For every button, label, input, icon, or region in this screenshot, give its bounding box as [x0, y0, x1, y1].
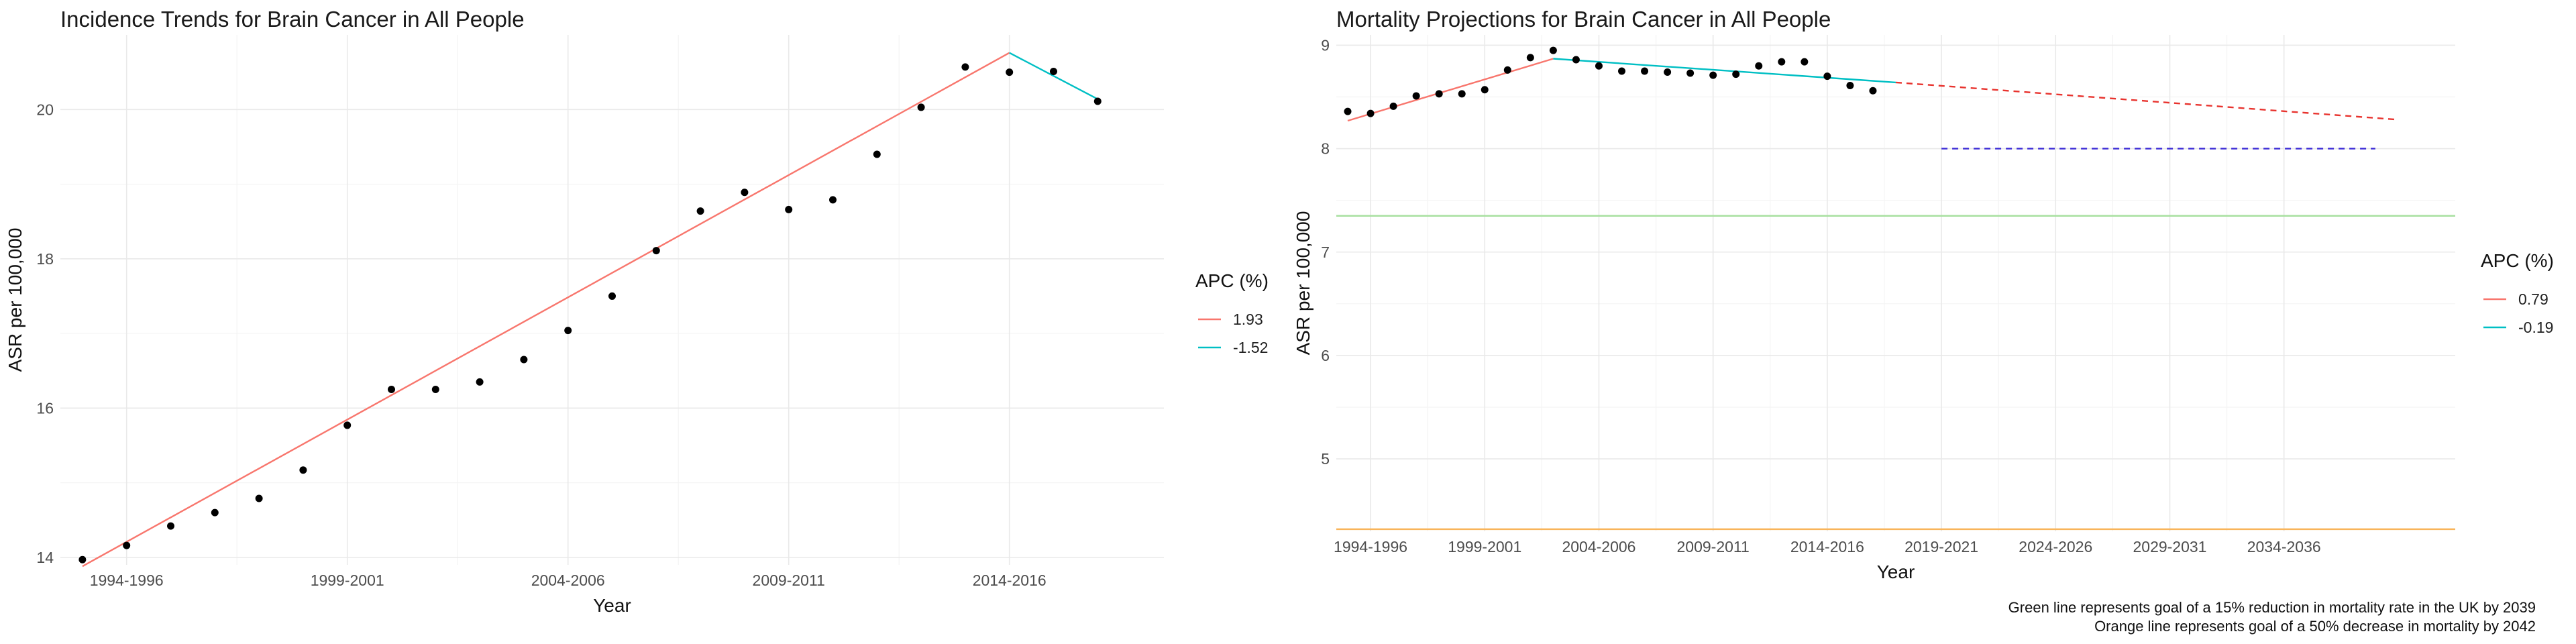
mortality-chart: 1994-1996 1999-2001 2004-2006 2009-2011 2014… — [1293, 35, 2554, 582]
data-point — [1595, 62, 1603, 70]
data-point — [917, 103, 925, 111]
footnote-green-line: Green line represents goal of a 15% redu… — [2008, 599, 2536, 616]
x-tick-label: 1999-2001 — [311, 572, 384, 589]
data-point — [961, 63, 969, 71]
y-tick-label: 6 — [1321, 347, 1330, 364]
data-point — [1526, 54, 1534, 62]
x-tick-label: 2029-2031 — [2133, 538, 2206, 555]
projection-line — [1895, 81, 2398, 121]
data-point — [1006, 68, 1014, 76]
x-tick-label: 1999-2001 — [1448, 538, 1521, 555]
y-tick-label: 7 — [1321, 244, 1330, 261]
footnote-orange-line: Orange line represents goal of a 50% dec… — [2094, 618, 2536, 635]
data-point — [696, 207, 704, 215]
data-point — [1549, 46, 1557, 54]
data-point — [1641, 67, 1649, 75]
data-point — [476, 378, 484, 386]
x-axis-label: Year — [593, 595, 631, 616]
data-point — [343, 421, 352, 429]
legend-title: APC (%) — [2481, 250, 2554, 271]
trend-line — [1553, 58, 1896, 84]
y-axis-label: ASR per 100,000 — [1293, 211, 1313, 356]
chart-title: Mortality Projections for Brain Cancer i… — [1336, 7, 1831, 32]
data-point — [1435, 90, 1443, 98]
incidence-chart: 1994-1996 1999-2001 2004-2006 2009-2011 2014… — [5, 35, 1269, 616]
trend-line — [82, 52, 1010, 568]
data-point — [1801, 58, 1809, 66]
data-point — [1823, 72, 1831, 80]
x-tick-label: 1994-1996 — [90, 572, 164, 589]
data-point — [255, 494, 263, 502]
data-point — [1732, 70, 1740, 78]
data-point — [1686, 69, 1695, 77]
data-point — [388, 386, 395, 394]
legend-title: APC (%) — [1195, 270, 1269, 291]
x-tick-label: 2009-2011 — [753, 572, 825, 589]
data-point — [873, 150, 881, 158]
y-axis-label: ASR per 100,000 — [5, 228, 25, 372]
data-point — [1778, 58, 1786, 66]
y-tick-label: 8 — [1321, 140, 1330, 158]
y-tick-label: 9 — [1321, 36, 1330, 54]
data-point — [1709, 71, 1717, 79]
y-tick-label: 5 — [1321, 450, 1330, 468]
chart-title: Incidence Trends for Brain Cancer in All… — [60, 7, 525, 32]
data-point — [520, 356, 528, 364]
data-point — [652, 247, 660, 255]
x-tick-label: 2009-2011 — [1677, 538, 1750, 555]
data-point — [1366, 109, 1375, 117]
x-axis-label: Year — [1877, 561, 1915, 582]
x-tick-label: 1994-1996 — [1334, 538, 1407, 555]
data-point — [78, 555, 87, 564]
data-point — [1869, 87, 1877, 95]
data-point — [1572, 56, 1580, 64]
trend-line — [1009, 52, 1098, 100]
data-point — [1846, 82, 1854, 90]
data-point — [431, 386, 439, 394]
legend-label: 0.79 — [2518, 290, 2548, 308]
data-point — [1755, 62, 1763, 70]
data-point — [829, 196, 837, 204]
data-point — [1344, 107, 1352, 115]
data-point — [299, 466, 307, 474]
data-point — [1618, 67, 1626, 75]
y-tick-label: 20 — [36, 101, 54, 118]
x-tick-label: 2004-2006 — [1562, 538, 1635, 555]
legend-label: -0.19 — [2518, 319, 2553, 336]
data-point — [1050, 68, 1057, 76]
data-point — [564, 327, 572, 335]
data-point — [785, 205, 793, 213]
legend-label: -1.52 — [1233, 339, 1268, 356]
incidence-chart-panel: Incidence Trends for Brain Cancer in All… — [5, 7, 1269, 616]
x-tick-label: 2019-2021 — [1904, 538, 1978, 555]
data-point — [211, 508, 219, 517]
trend-line — [1347, 58, 1554, 122]
data-point — [1503, 66, 1511, 74]
y-tick-label: 14 — [36, 549, 54, 566]
data-point — [167, 522, 174, 530]
legend-label: 1.93 — [1233, 311, 1263, 328]
data-point — [741, 189, 749, 197]
data-point — [1093, 97, 1102, 105]
data-point — [1664, 68, 1672, 76]
y-tick-label: 18 — [36, 250, 54, 268]
data-point — [1481, 86, 1489, 94]
data-point — [1412, 92, 1420, 100]
x-tick-label: 2014-2016 — [1790, 538, 1864, 555]
data-point — [1458, 90, 1466, 98]
data-point — [1389, 102, 1397, 110]
mortality-chart-panel: Mortality Projections for Brain Cancer i… — [1288, 0, 2576, 644]
x-tick-label: 2034-2036 — [2247, 538, 2321, 555]
x-tick-label: 2024-2026 — [2019, 538, 2092, 555]
x-tick-label: 2004-2006 — [531, 572, 605, 589]
data-point — [123, 541, 131, 549]
chart-footnote: Green line represents goal of a 15% redu… — [2008, 598, 2536, 636]
data-point — [608, 292, 616, 300]
x-tick-label: 2014-2016 — [973, 572, 1046, 589]
y-tick-label: 16 — [36, 399, 54, 417]
